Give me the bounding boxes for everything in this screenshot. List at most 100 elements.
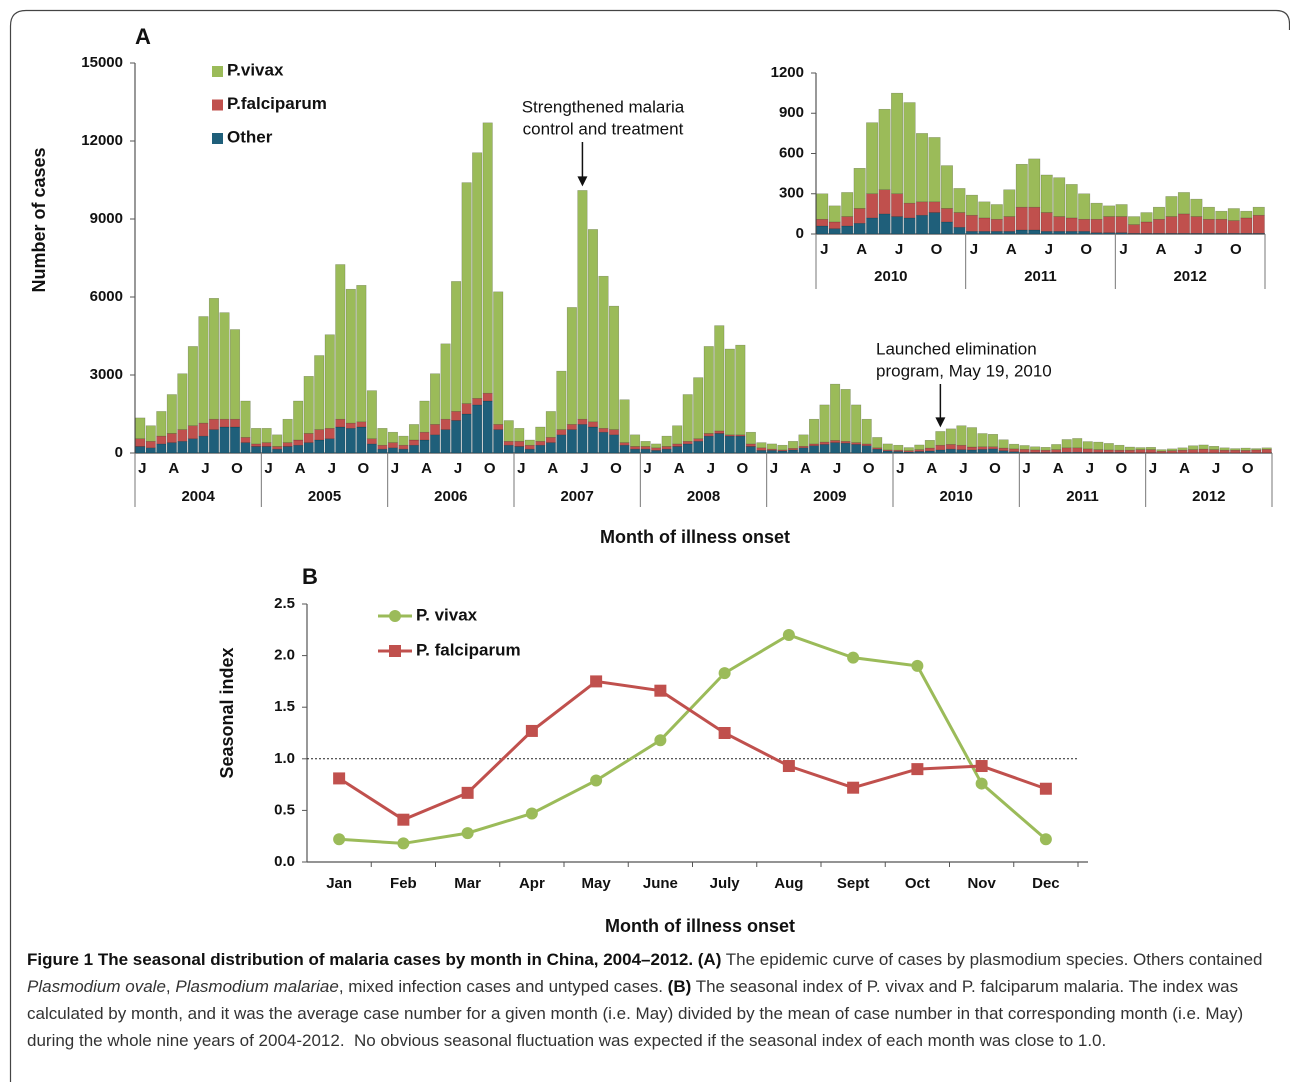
- bar-segment: [198, 422, 209, 437]
- annotation: Strengthened malaria: [522, 97, 685, 116]
- bar-segment: [545, 442, 556, 454]
- x-tick-label: July: [710, 875, 741, 892]
- group-label: 2012: [1173, 268, 1206, 285]
- bar-segment: [566, 424, 577, 430]
- bar-segment: [966, 427, 977, 448]
- bar-segment: [878, 213, 891, 235]
- x-tick-label: J: [138, 460, 146, 477]
- x-tick-label: J: [833, 460, 841, 477]
- bar-segment: [903, 447, 914, 451]
- bar-segment: [703, 433, 714, 437]
- caption-segment: , mixed infection cases and untyped case…: [338, 977, 668, 996]
- bar-segment: [798, 434, 809, 447]
- bar-segment: [198, 435, 209, 454]
- bar-segment: [977, 446, 988, 450]
- bar-segment: [514, 428, 525, 442]
- bar-segment: [998, 447, 1009, 451]
- bar-segment: [1051, 452, 1062, 454]
- bar-segment: [524, 439, 535, 446]
- y-tick-label: 3000: [90, 366, 123, 383]
- bar-segment: [990, 204, 1003, 220]
- bar-segment: [219, 426, 230, 454]
- bar-segment: [1065, 231, 1078, 235]
- bar-segment: [240, 437, 251, 443]
- bar-segment: [1028, 206, 1041, 231]
- bar-segment: [953, 212, 966, 228]
- x-tick-label: May: [582, 875, 612, 892]
- bar-segment: [303, 376, 314, 434]
- bar-segment: [756, 447, 767, 451]
- bar-segment: [1128, 216, 1141, 225]
- bar-segment: [766, 450, 777, 454]
- bar-segment: [672, 425, 683, 445]
- bar-segment: [1053, 231, 1066, 235]
- bar-segment: [1240, 447, 1251, 451]
- bar-segment: [914, 444, 925, 450]
- bar-segment: [345, 422, 356, 429]
- bar-segment: [1030, 446, 1041, 451]
- x-tick-label: A: [295, 460, 306, 477]
- panel-label: B: [302, 564, 318, 589]
- bar-segment: [293, 444, 304, 454]
- x-tick-label: J: [820, 241, 828, 258]
- y-tick-label: 0.5: [274, 801, 295, 818]
- bar-segment: [978, 201, 991, 219]
- bar-segment: [240, 400, 251, 438]
- bar-segment: [903, 202, 916, 219]
- bar-segment: [493, 291, 504, 425]
- bar-segment: [819, 441, 830, 445]
- x-tick-label: O: [989, 460, 1001, 477]
- legend-swatch: [212, 133, 223, 144]
- x-tick-label: A: [926, 460, 937, 477]
- bar-segment: [1128, 224, 1141, 234]
- bar-segment: [861, 418, 872, 445]
- bar-segment: [866, 193, 879, 219]
- x-tick-label: J: [770, 460, 778, 477]
- bar-segment: [861, 443, 872, 446]
- legend-marker: [389, 610, 401, 622]
- bar-segment: [1082, 441, 1093, 450]
- bar-segment: [272, 448, 283, 454]
- bar-segment: [840, 441, 851, 444]
- bar-segment: [1153, 218, 1165, 234]
- bar-segment: [177, 441, 188, 454]
- bar-segment: [556, 370, 567, 430]
- data-point: [782, 628, 795, 641]
- bar-segment: [251, 443, 262, 447]
- bar-segment: [878, 108, 891, 190]
- bar-segment: [816, 218, 829, 227]
- y-tick-label: 6000: [90, 288, 123, 305]
- bar-segment: [1115, 216, 1128, 233]
- x-tick-label: J: [895, 241, 903, 258]
- y-tick-label: 300: [779, 185, 804, 202]
- bar-segment: [272, 434, 283, 447]
- x-tick-label: O: [1116, 460, 1128, 477]
- x-axis-title: Month of illness onset: [605, 916, 795, 936]
- x-tick-label: J: [264, 460, 272, 477]
- x-tick-label: J: [1022, 460, 1030, 477]
- data-point: [590, 774, 603, 787]
- bar-segment: [1114, 449, 1125, 453]
- bar-segment: [566, 307, 577, 425]
- bar-segment: [809, 445, 820, 454]
- bar-segment: [661, 446, 672, 450]
- bar-segment: [661, 448, 672, 454]
- bar-segment: [1030, 449, 1041, 453]
- annotation: program, May 19, 2010: [876, 361, 1052, 380]
- bar-segment: [988, 446, 999, 450]
- bar-segment: [408, 424, 420, 441]
- y-tick-label: 12000: [81, 132, 123, 149]
- bar-segment: [598, 275, 609, 429]
- bar-segment: [1009, 443, 1020, 450]
- group-label: 2004: [181, 488, 215, 505]
- bar-segment: [851, 442, 862, 445]
- data-point: [911, 659, 924, 672]
- bar-segment: [282, 442, 293, 447]
- bar-segment: [1177, 447, 1188, 451]
- bar-segment: [1051, 449, 1062, 453]
- x-tick-label: J: [391, 460, 399, 477]
- bar-segment: [514, 446, 525, 454]
- x-tick-label: Oct: [905, 875, 930, 892]
- y-tick-label: 9000: [90, 210, 123, 227]
- data-point: [911, 763, 924, 776]
